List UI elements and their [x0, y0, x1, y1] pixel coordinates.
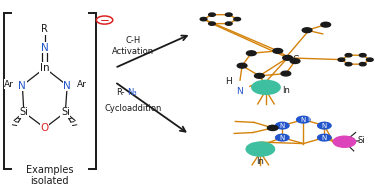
Text: O: O — [40, 123, 49, 133]
Text: N₃: N₃ — [127, 88, 136, 97]
Circle shape — [345, 53, 352, 57]
Text: Ar: Ar — [4, 80, 14, 88]
Circle shape — [255, 74, 264, 78]
Circle shape — [225, 13, 232, 16]
Text: Cycloaddition: Cycloaddition — [105, 104, 162, 112]
Text: In: In — [256, 157, 264, 166]
Text: Examples
isolated: Examples isolated — [26, 165, 73, 186]
Text: R-: R- — [117, 88, 125, 97]
Circle shape — [209, 13, 215, 16]
Circle shape — [246, 51, 256, 56]
Text: −: − — [100, 14, 109, 27]
Circle shape — [297, 116, 310, 123]
Text: In: In — [282, 86, 290, 95]
Circle shape — [302, 28, 312, 33]
Circle shape — [359, 63, 366, 66]
Circle shape — [338, 58, 345, 61]
Text: Si: Si — [357, 136, 365, 145]
Circle shape — [318, 122, 331, 129]
Text: N: N — [280, 135, 285, 141]
Text: In: In — [40, 63, 50, 73]
Text: Ar: Ar — [77, 80, 87, 88]
Circle shape — [283, 55, 292, 60]
Text: N: N — [236, 87, 242, 96]
Circle shape — [318, 134, 331, 141]
Circle shape — [290, 59, 300, 64]
Circle shape — [246, 142, 274, 156]
Circle shape — [276, 134, 289, 141]
Circle shape — [366, 58, 373, 61]
Circle shape — [276, 122, 289, 129]
Text: Si: Si — [61, 107, 70, 117]
Text: N: N — [307, 114, 313, 123]
Circle shape — [252, 80, 280, 94]
Text: R: R — [41, 24, 48, 34]
Circle shape — [234, 17, 240, 21]
Circle shape — [225, 22, 232, 25]
Circle shape — [237, 63, 247, 68]
Text: N: N — [41, 43, 49, 53]
Text: H: H — [225, 77, 232, 86]
Text: N: N — [280, 123, 285, 129]
Circle shape — [273, 49, 283, 53]
Text: C-H
Activation: C-H Activation — [112, 36, 154, 56]
Circle shape — [321, 22, 331, 27]
Circle shape — [281, 71, 291, 76]
Circle shape — [267, 125, 278, 130]
Text: N: N — [322, 135, 327, 141]
Text: Si: Si — [20, 107, 28, 117]
Circle shape — [200, 17, 207, 21]
Circle shape — [333, 136, 356, 147]
Text: C: C — [292, 55, 298, 64]
Circle shape — [209, 22, 215, 25]
Circle shape — [345, 63, 352, 66]
Text: N: N — [63, 81, 71, 91]
Text: N: N — [322, 123, 327, 129]
Text: N: N — [301, 117, 306, 123]
Text: N: N — [18, 81, 26, 91]
Circle shape — [359, 53, 366, 57]
